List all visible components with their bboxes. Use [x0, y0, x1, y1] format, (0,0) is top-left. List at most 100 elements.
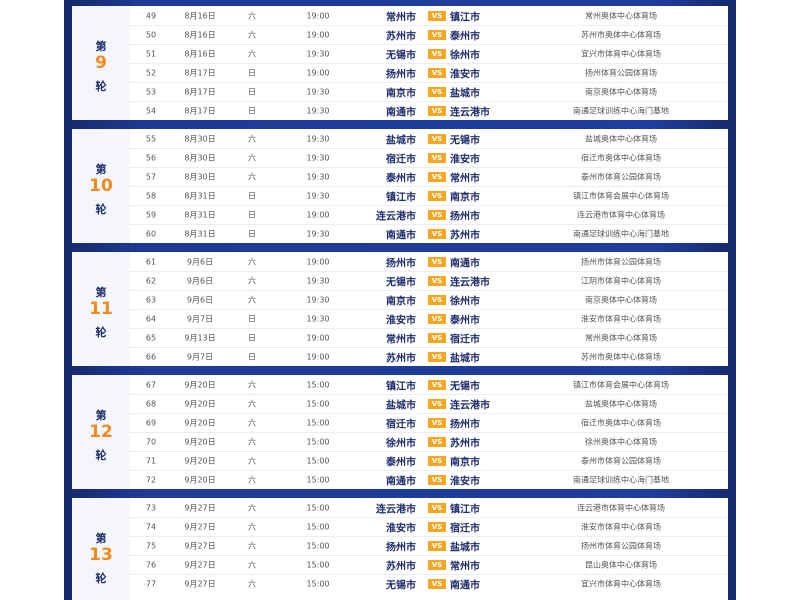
round-label-cell: 第 11 轮 — [72, 252, 130, 366]
match-number: 64 — [145, 314, 157, 324]
away-team: 连云港市 — [450, 400, 490, 412]
match-date: 8月30日 — [184, 172, 216, 182]
match-weekday: 六 — [248, 522, 256, 532]
match-time: 19:00 — [306, 257, 330, 267]
vs-badge: VS — [428, 313, 446, 324]
match-time: 15:00 — [306, 399, 330, 409]
match-time: 15:00 — [306, 560, 330, 570]
match-date: 8月31日 — [184, 229, 216, 238]
venue: 盐城奥体中心体育场 — [585, 399, 657, 409]
venue: 镇江市体育会展中心体育场 — [573, 191, 669, 201]
row-separator — [130, 101, 728, 103]
match-weekday: 六 — [248, 418, 256, 428]
match-time: 15:00 — [306, 541, 330, 551]
vs-badge: VS — [428, 455, 446, 466]
away-team: 苏州市 — [450, 438, 480, 450]
match-time: 19:30 — [306, 295, 330, 305]
match-number: 62 — [145, 276, 157, 286]
vs-badge: VS — [428, 351, 446, 362]
away-team: 盐城市 — [450, 542, 480, 554]
home-team: 徐州市 — [386, 438, 416, 450]
match-time: 19:30 — [306, 134, 330, 144]
vs-badge: VS — [428, 380, 446, 390]
round-suffix: 轮 — [95, 572, 107, 585]
home-team: 镇江市 — [386, 192, 416, 204]
round-number: 13 — [89, 545, 113, 565]
row-separator — [130, 347, 728, 349]
match-time: 19:30 — [306, 153, 330, 163]
row-separator — [130, 413, 728, 415]
match-weekday: 日 — [248, 106, 256, 115]
vs-badge: VS — [428, 171, 446, 182]
row-separator — [130, 82, 728, 84]
match-number: 76 — [145, 560, 157, 570]
match-weekday: 六 — [248, 172, 256, 182]
match-date: 9月6日 — [186, 257, 214, 267]
match-number: 54 — [145, 106, 157, 115]
row-separator — [130, 517, 728, 519]
match-time: 19:30 — [306, 314, 330, 324]
home-team: 扬州市 — [386, 69, 416, 81]
home-team: 镇江市 — [386, 381, 416, 393]
home-team: 南京市 — [386, 296, 416, 308]
away-team: 盐城市 — [450, 353, 480, 364]
match-number: 50 — [145, 30, 157, 40]
match-weekday: 六 — [248, 257, 256, 267]
round-number: 9 — [95, 53, 107, 73]
match-weekday: 日 — [248, 87, 256, 97]
match-weekday: 六 — [248, 30, 256, 40]
match-number: 56 — [145, 153, 157, 163]
vs-badge: VS — [428, 48, 446, 59]
match-number: 55 — [145, 134, 157, 144]
home-team: 南通市 — [386, 107, 416, 118]
home-team: 南通市 — [386, 230, 416, 241]
match-time: 15:00 — [306, 418, 330, 428]
venue: 泰州市体育公园体育场 — [581, 172, 661, 182]
venue: 常州奥体中心体育场 — [585, 11, 657, 21]
venue: 南京奥体中心体育场 — [585, 87, 657, 97]
venue: 宿迁市奥体中心体育场 — [581, 153, 661, 163]
row-separator — [130, 394, 728, 396]
match-weekday: 日 — [248, 352, 256, 361]
venue: 常州奥体中心体育场 — [585, 333, 657, 343]
home-team: 常州市 — [386, 12, 416, 24]
match-time: 15:00 — [306, 380, 330, 390]
row-separator — [130, 186, 728, 188]
venue: 连云港市体育中心体育场 — [577, 210, 665, 220]
venue: 淮安市体育中心体育场 — [581, 522, 661, 532]
match-time: 19:30 — [306, 87, 330, 97]
match-date: 8月16日 — [184, 30, 216, 40]
match-weekday: 六 — [248, 456, 256, 466]
match-weekday: 六 — [248, 11, 256, 21]
away-team: 盐城市 — [450, 88, 480, 100]
away-team: 南通市 — [450, 258, 480, 270]
venue: 盐城奥体中心体育场 — [585, 134, 657, 144]
match-date: 8月17日 — [184, 106, 216, 115]
round-prefix: 第 — [95, 532, 107, 545]
venue: 连云港市体育中心体育场 — [577, 503, 665, 513]
row-separator — [130, 470, 728, 472]
round-suffix: 轮 — [95, 203, 107, 216]
round-card: 第 12 轮 67 9月20日六 15:00 镇江市 无锡市 镇江市体育会展中心体育场 VS 68 9… — [72, 375, 728, 489]
match-number: 61 — [145, 257, 157, 267]
match-date: 8月30日 — [184, 153, 216, 163]
venue: 扬州体育公园体育场 — [585, 68, 657, 78]
match-date: 9月20日 — [184, 418, 216, 428]
row-separator — [130, 63, 728, 65]
match-weekday: 六 — [248, 276, 256, 286]
round-card: 第 9 轮 49 8月16日六 19:00 常州市 镇江市 常州奥体中心体育场 VS 50 8月16日… — [72, 6, 728, 120]
match-number: 73 — [145, 503, 157, 513]
venue: 宜兴市体育中心体育场 — [581, 579, 661, 589]
home-team: 盐城市 — [386, 400, 416, 412]
match-weekday: 六 — [248, 437, 256, 447]
home-team: 连云港市 — [376, 504, 416, 516]
row-separator — [130, 148, 728, 150]
away-team: 镇江市 — [450, 12, 480, 24]
match-weekday: 日 — [248, 229, 256, 238]
match-number: 66 — [145, 352, 157, 361]
home-team: 苏州市 — [386, 353, 416, 364]
match-date: 8月31日 — [184, 210, 216, 220]
match-weekday: 日 — [248, 191, 256, 201]
match-number: 77 — [145, 579, 157, 589]
match-number: 71 — [145, 456, 157, 466]
